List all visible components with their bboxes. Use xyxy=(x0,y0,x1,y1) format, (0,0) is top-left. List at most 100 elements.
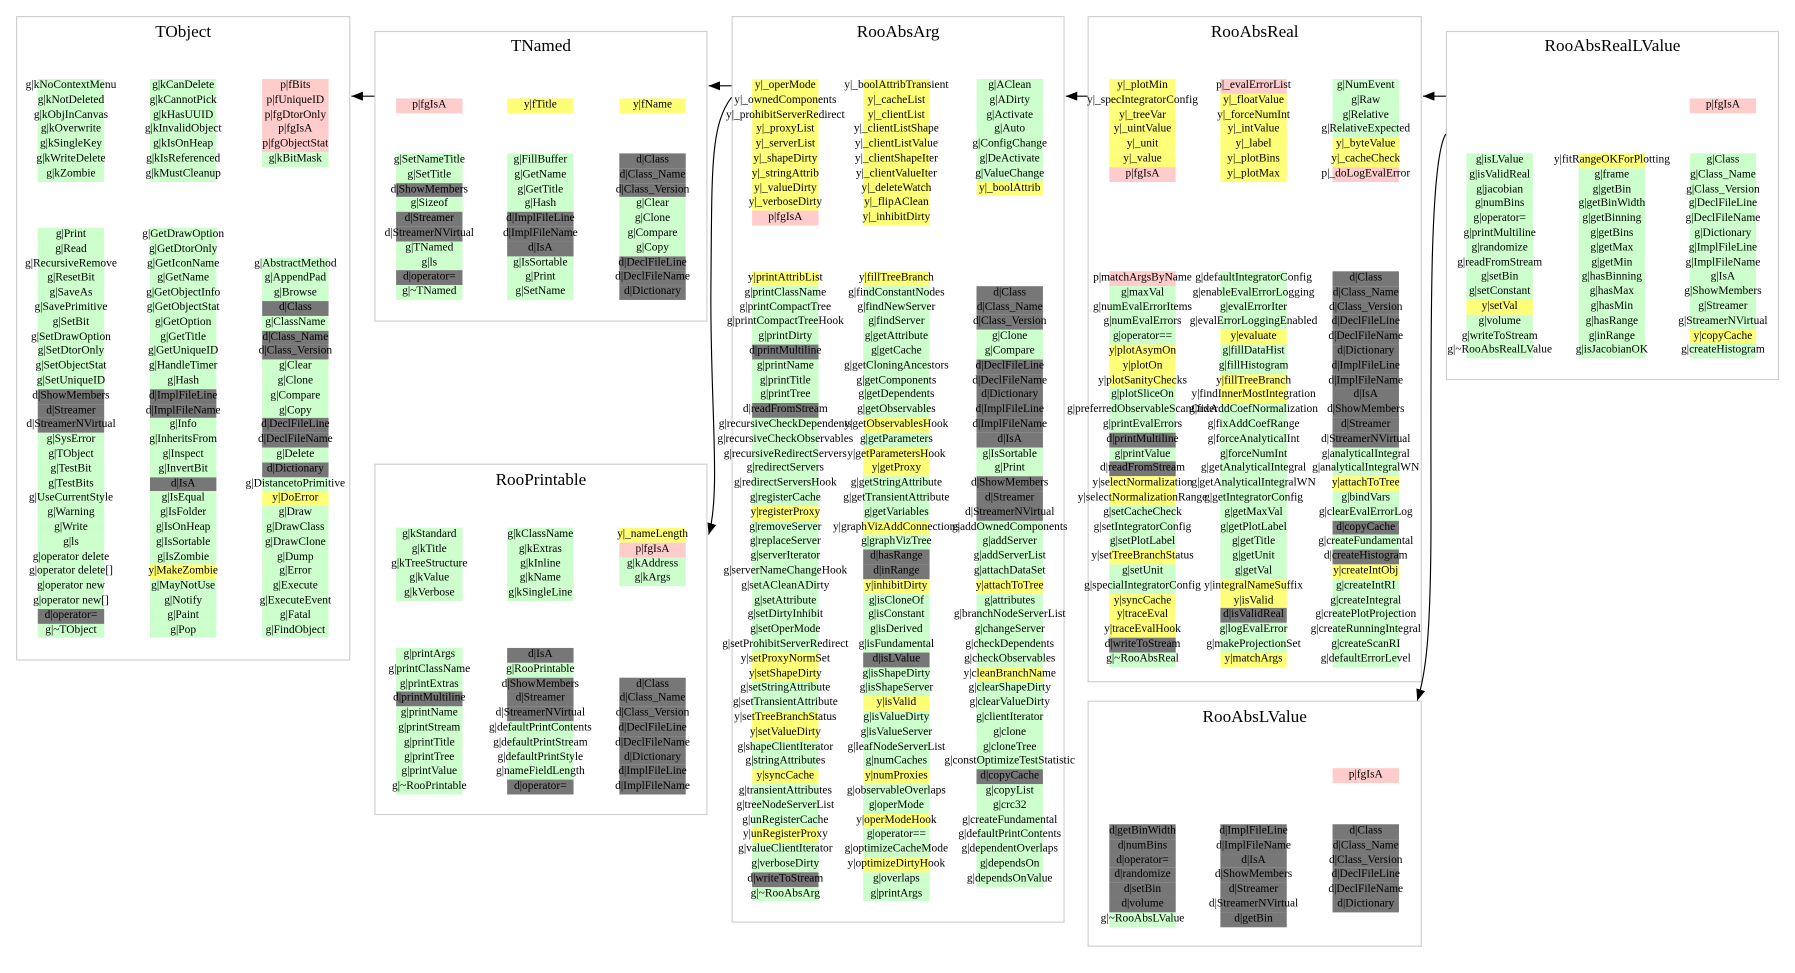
entry-label: g|printDirty xyxy=(758,329,813,343)
entry-label: p|fgDtorOnly xyxy=(264,108,327,121)
entry-label: p|fgObjectStat xyxy=(262,137,329,151)
entry-label: d|Dictionary xyxy=(266,462,324,475)
entry-label: y|_ownedComponents xyxy=(734,93,837,107)
entry-label: y|_label xyxy=(1235,137,1272,151)
entry-label: g|getAnalyticalIntegral xyxy=(1200,461,1307,475)
method-treenodeserverlist: g|treeNodeServerList xyxy=(736,798,834,814)
method-dump: g|Dump xyxy=(262,550,329,565)
entry-label: g|ls xyxy=(421,255,438,269)
entry-label: d|IsA xyxy=(528,647,553,661)
method-printmultiline: d|printMultiline xyxy=(393,691,465,707)
entry-label: p|fBits xyxy=(280,78,311,92)
entry-label: g|setAttribute xyxy=(754,593,817,607)
entry-label: g|SaveAs xyxy=(49,286,93,300)
method-defaultprintcontents: g|defaultPrintContents xyxy=(958,828,1061,843)
entry-label: g|isJacobianOK xyxy=(1575,343,1649,357)
method-defaultprintstream: g|defaultPrintStream xyxy=(493,735,588,751)
method-print: g|Print xyxy=(976,461,1043,477)
method-draw: g|Draw xyxy=(262,506,329,521)
entry-label: g|setBin xyxy=(1481,270,1519,284)
entry-label: d|volume xyxy=(1121,897,1164,911)
entry-label: g|SetName xyxy=(515,285,566,298)
method-operator: g|operator== xyxy=(1109,329,1176,345)
entry-label: g|setOperMode xyxy=(750,622,821,636)
method-synccache: y|syncCache xyxy=(1109,593,1176,609)
entry-label: d|Dictionary xyxy=(624,750,682,764)
method-sizeof: g|Sizeof xyxy=(396,197,463,213)
method-notify: g|Notify xyxy=(149,594,217,609)
entry-label: g|GetDtorOnly xyxy=(148,242,218,256)
entry-label: g|Hash xyxy=(167,374,199,387)
method-copycache: d|copyCache xyxy=(976,769,1043,785)
entry-label: g|valueClientIterator xyxy=(738,842,833,856)
method-error: g|Error xyxy=(262,564,329,580)
entry-label: d|IsA xyxy=(997,432,1022,446)
entry-label: g|crc32 xyxy=(992,798,1027,812)
entry-label: g|addServer xyxy=(982,535,1037,548)
method-isvalid: y|isValid xyxy=(1220,593,1287,609)
method-findinnermostintegration: y|findInnerMostIntegration xyxy=(1191,388,1316,404)
entry-label: g|kAddress xyxy=(626,557,679,570)
method-dependson: g|dependsOn xyxy=(976,857,1043,873)
method-declfilename: g|DeclFileName xyxy=(1686,212,1760,227)
member-koverwrite: g|kOverwrite xyxy=(37,122,105,138)
method-numcaches: g|numCaches xyxy=(863,754,930,770)
method-defaultprintstyle: g|defaultPrintStyle xyxy=(498,750,583,766)
entry-label: g|Raw xyxy=(1351,93,1381,107)
method-implfilename: g|ImplFileName xyxy=(1686,255,1760,271)
method-handletimer: g|HandleTimer xyxy=(148,359,218,375)
entry-label: y|_plotMax xyxy=(1227,166,1280,180)
method-class-name: d|Class_Name xyxy=(976,300,1043,316)
entry-label: g|kCannotPick xyxy=(149,93,217,107)
entry-label: d|operator= xyxy=(402,270,456,284)
member-valuechange: g|ValueChange xyxy=(975,166,1044,182)
entry-label: g|clearValueDirty xyxy=(969,696,1050,709)
method-clear: g|Clear xyxy=(262,359,329,375)
method-findconstantnodes: g|findConstantNodes xyxy=(848,285,945,301)
class-title: RooAbsReal xyxy=(1210,23,1299,42)
method-implfilename: d|ImplFileName xyxy=(615,779,690,795)
entry-label: g|FindObject xyxy=(265,623,326,637)
member-kname: g|kName xyxy=(507,571,574,587)
method-testbit: g|TestBit xyxy=(37,462,105,477)
entry-label: g|HandleTimer xyxy=(148,359,218,373)
entry-label: g|addOwnedComponents xyxy=(951,520,1068,534)
method-tobject: g|~TObject xyxy=(37,623,105,639)
entry-label: g|clientIterator xyxy=(976,710,1044,724)
entry-label: g|GetName xyxy=(514,168,567,181)
method-operator-delete: g|operator delete[] xyxy=(29,564,113,580)
method-dictionary: d|Dictionary xyxy=(976,388,1043,404)
method-isvalidreal: d|isValidReal xyxy=(1220,608,1287,623)
entry-label: g|TestBits xyxy=(48,476,94,490)
method-selectnormalization: y|selectNormalization xyxy=(1092,476,1193,492)
entry-label: g|printClassName xyxy=(744,285,827,299)
method-tobject: g|TObject xyxy=(37,447,105,463)
method-showmembers: d|ShowMembers xyxy=(1327,403,1404,418)
entry-label: g|createFundamental xyxy=(1318,535,1414,548)
method-hasrange: g|hasRange xyxy=(1578,314,1646,330)
entry-label: y|numProxies xyxy=(865,769,928,783)
member-stringattrib: y|_stringAttrib xyxy=(752,166,819,182)
class-title: RooAbsLValue xyxy=(1202,708,1307,727)
entry-label: y|selectNormalizationRange xyxy=(1077,491,1208,504)
entry-label: g|getMaxVal xyxy=(1224,505,1283,519)
entry-label: g|ADirty xyxy=(989,93,1030,107)
entry-label: g|getStringAttribute xyxy=(850,476,943,490)
method-writetostream: d|writeToStream xyxy=(1105,637,1180,653)
method-findobject: g|FindObject xyxy=(262,623,329,639)
method-attachtotree: y|attachToTree xyxy=(976,579,1044,594)
method-info: g|Info xyxy=(149,418,217,433)
entry-label: g|Streamer xyxy=(1698,299,1748,313)
method-streamer: g|Streamer xyxy=(1689,299,1757,315)
method-showmembers: d|ShowMembers xyxy=(502,677,579,692)
entry-label: y|MakeZombie xyxy=(148,564,219,578)
method-printattriblist: y|printAttribList xyxy=(748,271,823,286)
method-addserver: g|addServer xyxy=(976,535,1043,550)
method-fillbuffer: g|FillBuffer xyxy=(507,153,574,169)
method-streamer: d|Streamer xyxy=(1332,417,1399,433)
method-recursivecheckdependents: g|recursiveCheckDependents xyxy=(719,417,852,433)
method-findserver: g|findServer xyxy=(863,315,930,330)
method-clearvaluedirty: g|clearValueDirty xyxy=(969,696,1050,711)
entry-label: d|readFromStream xyxy=(742,403,828,416)
entry-label: d|Class xyxy=(1349,271,1383,284)
